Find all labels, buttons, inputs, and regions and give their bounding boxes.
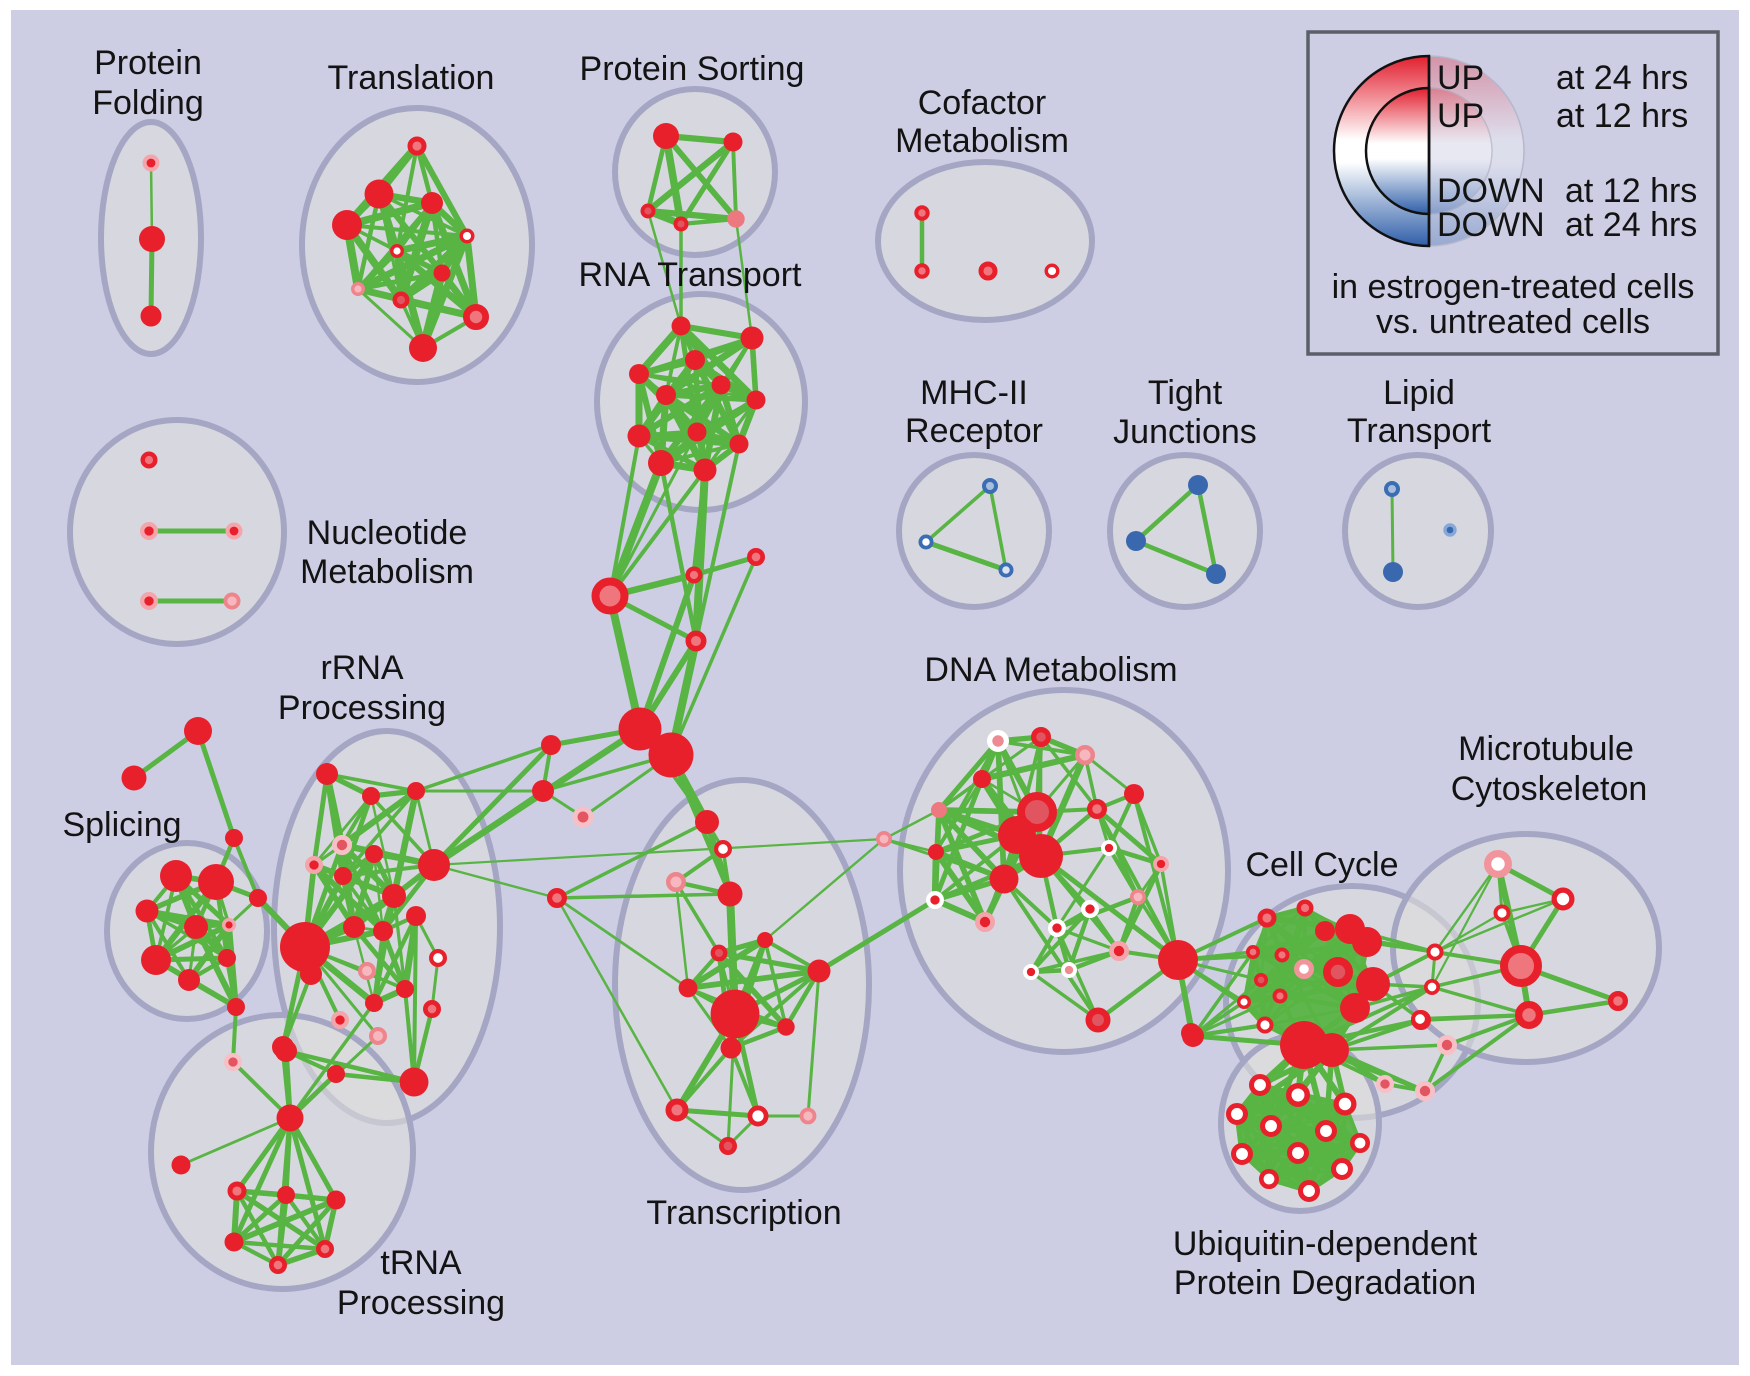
svg-text:at 24 hrs: at 24 hrs	[1565, 206, 1697, 244]
svg-text:Folding: Folding	[92, 84, 204, 122]
svg-text:MHC-II: MHC-II	[920, 374, 1028, 412]
svg-text:DNA Metabolism: DNA Metabolism	[924, 651, 1177, 689]
svg-text:vs. untreated cells: vs. untreated cells	[1376, 303, 1650, 341]
svg-text:Microtubule: Microtubule	[1458, 730, 1634, 768]
svg-text:Metabolism: Metabolism	[895, 122, 1069, 160]
svg-text:Processing: Processing	[337, 1284, 505, 1322]
svg-text:at 24 hrs: at 24 hrs	[1556, 59, 1688, 97]
svg-text:Transport: Transport	[1347, 412, 1492, 450]
svg-text:in estrogen-treated cells: in estrogen-treated cells	[1332, 268, 1695, 306]
svg-text:Receptor: Receptor	[905, 412, 1043, 450]
svg-text:Splicing: Splicing	[62, 806, 181, 844]
svg-text:Ubiquitin-dependent: Ubiquitin-dependent	[1173, 1225, 1478, 1263]
svg-text:tRNA: tRNA	[380, 1244, 462, 1282]
svg-text:Cofactor: Cofactor	[918, 84, 1047, 122]
svg-text:Processing: Processing	[278, 689, 446, 727]
svg-text:DOWN: DOWN	[1437, 206, 1545, 244]
svg-text:Protein Sorting: Protein Sorting	[580, 50, 805, 88]
svg-text:Protein: Protein	[94, 44, 202, 82]
svg-text:Cell Cycle: Cell Cycle	[1245, 846, 1398, 884]
svg-text:at 12 hrs: at 12 hrs	[1565, 172, 1697, 210]
svg-text:Cytoskeleton: Cytoskeleton	[1451, 770, 1648, 808]
svg-text:Tight: Tight	[1148, 374, 1223, 412]
svg-text:Translation: Translation	[328, 59, 495, 97]
svg-text:rRNA: rRNA	[320, 649, 403, 687]
svg-text:Protein Degradation: Protein Degradation	[1174, 1264, 1476, 1302]
svg-text:Junctions: Junctions	[1113, 413, 1257, 451]
svg-text:RNA Transport: RNA Transport	[579, 256, 803, 294]
svg-text:Lipid: Lipid	[1383, 374, 1455, 412]
svg-text:Transcription: Transcription	[646, 1194, 841, 1232]
svg-text:DOWN: DOWN	[1437, 172, 1545, 210]
svg-text:UP: UP	[1437, 59, 1484, 97]
svg-text:Metabolism: Metabolism	[300, 553, 474, 591]
svg-text:UP: UP	[1437, 97, 1484, 135]
svg-text:Nucleotide: Nucleotide	[307, 514, 468, 552]
svg-text:at 12 hrs: at 12 hrs	[1556, 97, 1688, 135]
